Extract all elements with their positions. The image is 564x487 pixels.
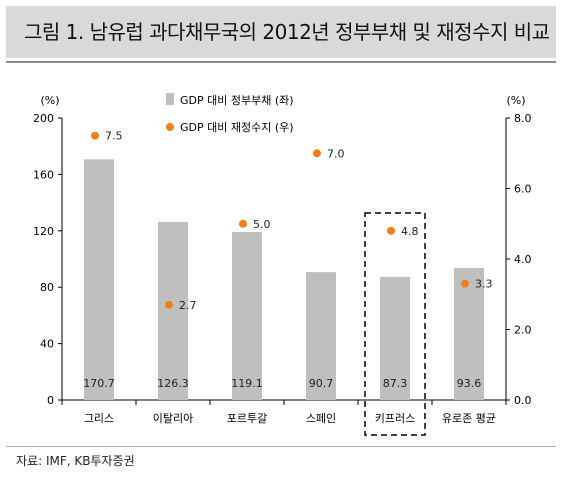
legend-label-debt: GDP 대비 정부부채 (좌): [180, 94, 294, 107]
right-axis-tick-label: 4.0: [514, 253, 532, 266]
left-axis-tick-label: 80: [40, 281, 54, 294]
balance-value-label: 5.0: [253, 218, 271, 231]
category-label: 키프러스: [375, 412, 415, 425]
figure-title: 그림 1. 남유럽 과다채무국의 2012년 정부부채 및 재정수지 비교: [24, 20, 550, 44]
legend-swatch-balance: [166, 123, 174, 131]
balance-point: [239, 219, 247, 228]
left-axis-tick-label: 200: [33, 112, 54, 125]
bar-value-label: 119.1: [231, 377, 263, 390]
bar-debt: [158, 221, 188, 400]
category-label: 유로존 평균: [442, 412, 496, 425]
balance-value-label: 4.8: [401, 225, 419, 238]
category-label: 스페인: [306, 412, 336, 425]
legend-label-balance: GDP 대비 재정수지 (우): [180, 121, 294, 134]
bar-debt: [380, 276, 410, 400]
source-divider: [6, 446, 556, 447]
balance-point: [387, 226, 395, 235]
balance-value-label: 3.3: [475, 278, 493, 291]
balance-point: [165, 300, 173, 309]
bar-debt: [84, 159, 114, 400]
bar-debt: [232, 232, 262, 400]
left-axis-tick-label: 40: [40, 338, 54, 351]
title-divider: [6, 61, 556, 63]
bar-value-label: 90.7: [309, 377, 334, 390]
balance-value-label: 7.5: [105, 130, 123, 143]
balance-point: [313, 149, 321, 158]
bar-value-label: 87.3: [383, 377, 408, 390]
category-label: 포르투갈: [227, 411, 267, 425]
left-axis-tick-label: 120: [33, 225, 54, 238]
bar-value-label: 93.6: [457, 377, 482, 390]
bar-debt: [454, 268, 484, 400]
source-note: 자료: IMF, KB투자증권: [16, 454, 135, 468]
right-axis-tick-label: 2.0: [514, 324, 532, 337]
left-axis-tick-label: 160: [33, 168, 54, 181]
title-bar: 그림 1. 남유럽 과다채무국의 2012년 정부부채 및 재정수지 비교: [6, 6, 556, 58]
right-axis-tick-label: 8.0: [514, 112, 532, 125]
bar-value-label: 126.3: [157, 377, 189, 390]
highlight-box: [364, 212, 426, 436]
balance-point: [91, 131, 99, 140]
category-label: 그리스: [84, 412, 114, 425]
right-axis-tick-label: 6.0: [514, 183, 532, 196]
left-axis-tick-label: 0: [47, 394, 54, 407]
right-axis-unit: (%): [506, 94, 525, 107]
legend-swatch-debt: [166, 93, 174, 105]
balance-value-label: 7.0: [327, 147, 345, 160]
balance-point: [461, 279, 469, 288]
bar-value-label: 170.7: [83, 377, 115, 390]
bar-debt: [306, 272, 336, 400]
left-axis-unit: (%): [40, 94, 59, 107]
balance-value-label: 2.7: [179, 299, 197, 312]
category-label: 이탈리아: [153, 412, 193, 425]
right-axis-tick-label: 0.0: [514, 394, 532, 407]
